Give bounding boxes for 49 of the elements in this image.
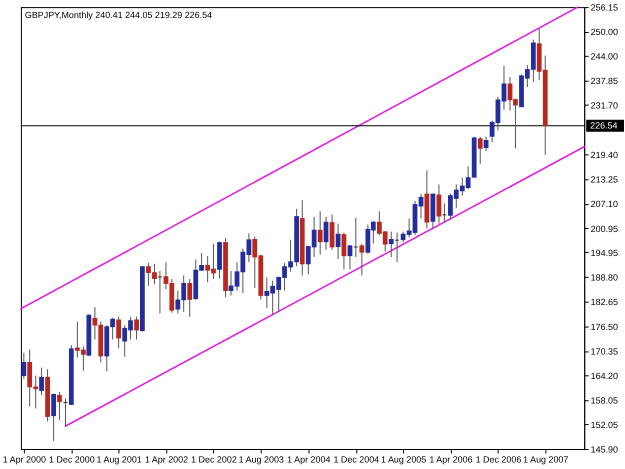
x-tick-label: 1 Dec 2004 bbox=[333, 454, 380, 464]
y-tick-label: 182.65 bbox=[590, 297, 618, 308]
x-tick-label: 1 Dec 2000 bbox=[48, 454, 95, 464]
y-tick-label: 200.95 bbox=[590, 224, 618, 234]
y-tick-label: 219.40 bbox=[590, 150, 618, 160]
y-tick-label: 244.00 bbox=[590, 51, 618, 62]
y-tick-label: 213.25 bbox=[590, 174, 618, 185]
x-tick-label: 1 Apr 2000 bbox=[2, 454, 46, 464]
x-tick-label: 1 Apr 2002 bbox=[144, 454, 188, 464]
candlestick bbox=[318, 210, 323, 256]
candlestick bbox=[478, 136, 483, 164]
y-tick-label: 231.70 bbox=[590, 100, 618, 111]
y-tick-label: 152.05 bbox=[590, 420, 618, 430]
x-tick-label: 1 Aug 2007 bbox=[523, 454, 568, 464]
x-tick-label: 1 Aug 2003 bbox=[238, 454, 284, 464]
x-tick-label: 1 Apr 2004 bbox=[287, 454, 330, 464]
candlestick bbox=[51, 393, 56, 442]
candlestick bbox=[134, 316, 139, 340]
x-tick-label: 1 Dec 2002 bbox=[191, 454, 237, 464]
y-tick-label: 170.35 bbox=[590, 346, 618, 356]
y-tick-label: 176.50 bbox=[590, 322, 618, 332]
candlestick bbox=[187, 278, 192, 318]
ref-line-label: 226.54 bbox=[590, 120, 618, 131]
y-tick-label: 250.00 bbox=[590, 27, 618, 38]
y-tick-label: 194.95 bbox=[590, 248, 618, 258]
y-tick-label: 207.10 bbox=[590, 199, 618, 210]
candlestick bbox=[359, 243, 364, 276]
y-tick-label: 158.05 bbox=[590, 396, 618, 406]
candlestick bbox=[324, 216, 328, 250]
candlestick bbox=[342, 232, 346, 270]
y-tick-label: 145.90 bbox=[590, 444, 618, 454]
y-tick-label: 188.80 bbox=[590, 272, 618, 283]
candlestick bbox=[436, 184, 442, 224]
candlestick bbox=[39, 367, 44, 396]
x-tick-label: 1 Apr 2006 bbox=[429, 454, 473, 464]
y-tick-label: 164.20 bbox=[590, 371, 618, 382]
candlestick bbox=[348, 244, 352, 270]
y-tick-label: 256.15 bbox=[590, 2, 618, 13]
candlestick bbox=[388, 231, 394, 258]
candlestick bbox=[21, 352, 26, 380]
x-tick-label: 1 Aug 2001 bbox=[96, 454, 142, 464]
y-tick-label: 237.85 bbox=[590, 76, 618, 86]
candlestick bbox=[484, 136, 488, 152]
x-tick-label: 1 Dec 2006 bbox=[476, 454, 522, 464]
x-tick-label: 1 Aug 2005 bbox=[380, 454, 426, 464]
chart-title: GBPJPY,Monthly 240.41 244.05 219.29 226.54 bbox=[24, 10, 212, 20]
candlestick bbox=[336, 223, 340, 260]
candlestick bbox=[57, 392, 62, 420]
candlestick bbox=[116, 316, 122, 349]
